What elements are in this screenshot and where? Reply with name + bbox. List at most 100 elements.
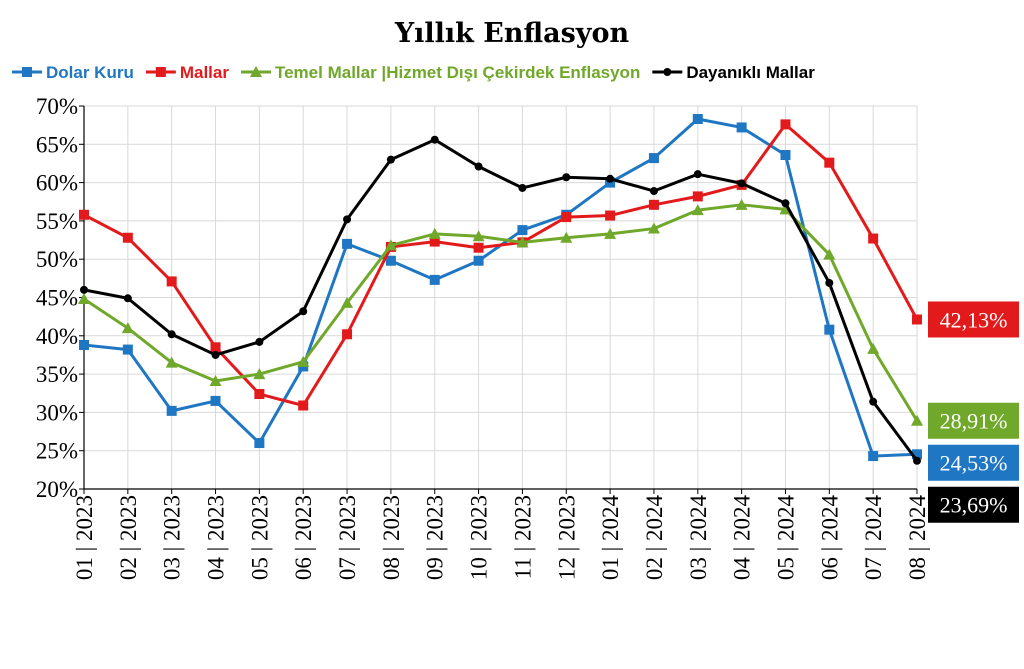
series-layer (78, 114, 923, 465)
data-point (560, 231, 573, 243)
y-tick-label: 65% (36, 132, 78, 157)
data-point (166, 405, 177, 416)
x-tick-label: 07 | 2023 (335, 495, 360, 580)
data-point (823, 248, 836, 260)
data-point (79, 339, 89, 350)
legend-marker (155, 67, 166, 77)
data-point (517, 225, 528, 236)
x-tick-label: 06 | 2023 (291, 495, 316, 580)
data-point (255, 337, 264, 346)
y-tick-label: 70% (36, 94, 78, 119)
axes: 20% 25% 30% 35% 40% 45% 50% 55% 60% 65% 70% 01 | 20… (36, 94, 930, 580)
legend-label: Mallar (180, 63, 230, 82)
x-tick-label: 02 | 2024 (642, 495, 667, 581)
legend-label: Dolar Kuru (46, 63, 134, 82)
data-point (693, 170, 702, 179)
data-point (342, 329, 353, 340)
data-point (121, 322, 134, 334)
data-point (254, 389, 265, 400)
end-label-box (928, 402, 1019, 439)
data-point (341, 296, 354, 308)
data-point (343, 215, 352, 224)
data-point (473, 255, 484, 266)
data-point (385, 255, 396, 266)
data-point (474, 162, 483, 171)
data-point (79, 209, 89, 220)
legend-item: Dolar Kuru (12, 63, 134, 82)
data-point (692, 114, 703, 125)
end-label-box (928, 301, 1019, 338)
end-value-label: 23,69% (928, 486, 1019, 523)
data-point (867, 342, 880, 354)
data-point (167, 330, 176, 339)
legend-label: Dayanıklı Mallar (686, 63, 815, 82)
x-tick-label: 08 | 2023 (379, 495, 404, 580)
data-point (824, 324, 835, 335)
data-point (473, 242, 484, 253)
data-point (78, 293, 90, 305)
legend-marker (249, 66, 262, 77)
y-tick-label: 30% (36, 400, 78, 425)
x-tick-label: 09 | 2023 (423, 495, 448, 580)
y-tick-label: 60% (36, 171, 78, 196)
data-point (691, 204, 704, 216)
legend-marker (22, 67, 32, 77)
data-point (562, 173, 571, 182)
data-point (647, 222, 660, 234)
data-point (254, 438, 265, 449)
data-point (166, 276, 177, 287)
data-point (648, 199, 659, 210)
legend: Dolar Kuru Mallar Temel Mallar |Hizmet Dış… (12, 63, 815, 82)
data-point (649, 187, 658, 196)
end-label-box (928, 486, 1019, 523)
x-tick-label: 05 | 2023 (247, 495, 272, 580)
x-tick-label: 08 | 2024 (905, 495, 930, 581)
end-value-label: 28,91% (928, 402, 1019, 439)
data-point (869, 397, 878, 406)
data-point (209, 374, 222, 386)
y-tick-label: 45% (36, 286, 78, 311)
end-labels: 24,53% 42,13% 28,91% 23,69% (928, 301, 1019, 523)
data-point (299, 307, 308, 316)
data-point (211, 350, 220, 359)
data-point (737, 179, 746, 188)
end-value-label: 24,53% (928, 444, 1019, 481)
data-point (825, 278, 834, 287)
data-point (911, 414, 923, 426)
legend-item: Temel Mallar |Hizmet Dışı Çekirdek Enfla… (240, 63, 640, 82)
data-point (824, 157, 835, 168)
data-point (912, 314, 922, 325)
end-label-text: 23,69% (940, 493, 1008, 518)
x-tick-label: 05 | 2024 (773, 495, 798, 581)
data-point (472, 230, 485, 242)
data-point (210, 342, 221, 353)
gridlines (83, 105, 918, 490)
data-point (384, 239, 397, 251)
data-point (912, 449, 922, 460)
data-point (735, 198, 748, 210)
x-tick-label: 07 | 2024 (861, 495, 886, 581)
y-tick-label: 25% (36, 439, 78, 464)
data-point (298, 400, 309, 411)
x-tick-label: 11 | 2023 (510, 495, 535, 579)
legend-item: Mallar (145, 63, 230, 82)
data-point (692, 191, 703, 202)
data-point (604, 227, 617, 239)
x-tick-label: 03 | 2024 (686, 495, 711, 581)
data-point (868, 451, 879, 462)
x-tick-label: 06 | 2024 (817, 495, 842, 581)
data-point (429, 236, 440, 247)
data-point (430, 135, 439, 144)
data-point (518, 183, 527, 192)
data-point (123, 294, 132, 303)
end-label-text: 28,91% (940, 409, 1008, 434)
data-point (386, 155, 395, 164)
data-point (80, 285, 88, 294)
data-point (780, 150, 791, 161)
x-tick-label: 10 | 2023 (467, 495, 492, 580)
data-point (606, 174, 615, 183)
series-3 (80, 135, 921, 465)
series-line (83, 138, 919, 462)
x-tick-label: 04 | 2023 (204, 495, 229, 580)
